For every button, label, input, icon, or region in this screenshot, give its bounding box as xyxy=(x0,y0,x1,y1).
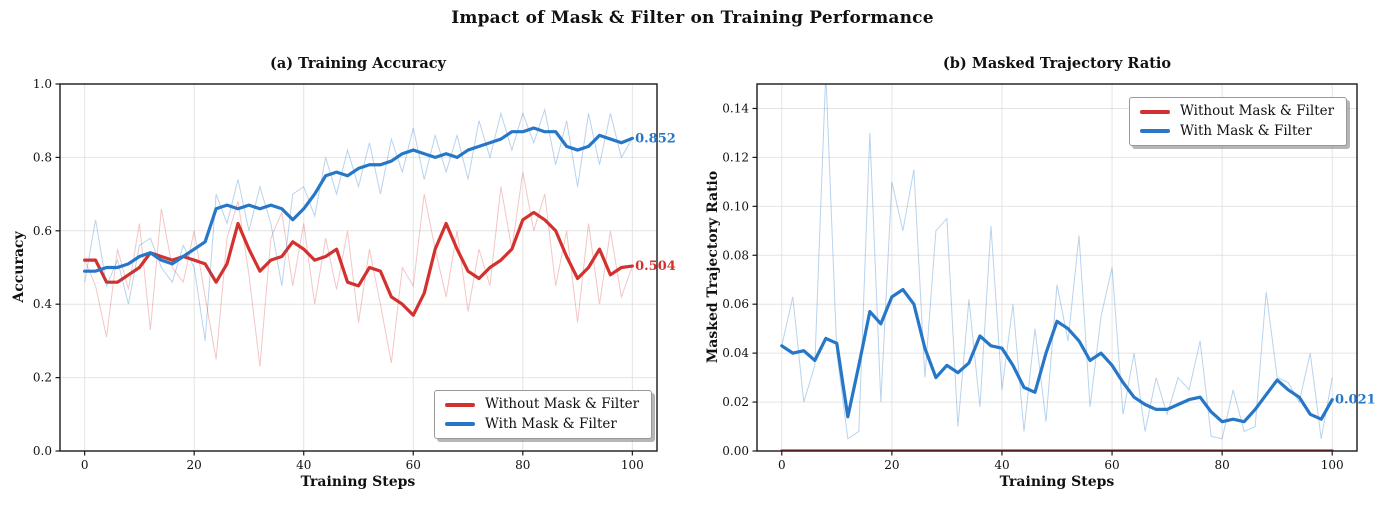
panel-b-title: (b) Masked Trajectory Ratio xyxy=(942,55,1172,72)
panel-a-title: (a) Training Accuracy xyxy=(270,55,446,72)
svg-text:0.10: 0.10 xyxy=(722,199,749,213)
svg-text:80: 80 xyxy=(1214,458,1229,472)
svg-text:60: 60 xyxy=(1104,458,1119,472)
panel-a-legend: Without Mask & Filter With Mask & Filter xyxy=(434,390,653,439)
svg-text:40: 40 xyxy=(296,458,311,472)
legend-swatch-with-mask xyxy=(445,422,475,427)
svg-text:100: 100 xyxy=(621,458,644,472)
legend-swatch-without-mask xyxy=(445,402,475,407)
svg-text:60: 60 xyxy=(406,458,421,472)
svg-text:1.0: 1.0 xyxy=(33,77,52,91)
svg-text:80: 80 xyxy=(515,458,530,472)
svg-text:0.4: 0.4 xyxy=(33,297,52,311)
svg-text:0.2: 0.2 xyxy=(33,371,52,385)
svg-text:0: 0 xyxy=(81,458,89,472)
svg-text:40: 40 xyxy=(994,458,1009,472)
svg-text:0.06: 0.06 xyxy=(722,297,749,311)
figure-title: Impact of Mask & Filter on Training Perf… xyxy=(451,8,934,28)
legend-swatch-without-mask xyxy=(1140,109,1170,114)
svg-text:0.0: 0.0 xyxy=(33,444,52,458)
svg-text:0.12: 0.12 xyxy=(722,150,749,164)
legend-label: With Mask & Filter xyxy=(485,415,617,432)
svg-text:0.02: 0.02 xyxy=(722,395,749,409)
svg-text:0.504: 0.504 xyxy=(635,259,676,274)
legend-label: Without Mask & Filter xyxy=(485,396,640,412)
svg-text:0.08: 0.08 xyxy=(722,248,749,262)
svg-text:20: 20 xyxy=(884,458,899,472)
legend-entry: With Mask & Filter xyxy=(1140,122,1334,139)
legend-entry: With Mask & Filter xyxy=(445,415,639,432)
svg-text:0: 0 xyxy=(778,458,786,472)
legend-entry: Without Mask & Filter xyxy=(1140,103,1335,119)
legend-swatch-with-mask xyxy=(1140,129,1170,134)
svg-text:0.8: 0.8 xyxy=(33,150,52,164)
panel-b-x-axis-label: Training Steps xyxy=(999,474,1115,490)
legend-label: With Mask & Filter xyxy=(1180,122,1312,139)
svg-text:0.852: 0.852 xyxy=(635,131,676,146)
svg-text:0.04: 0.04 xyxy=(722,346,749,360)
svg-text:0.14: 0.14 xyxy=(722,101,749,115)
panel-a-x-axis-label: Training Steps xyxy=(300,474,416,490)
legend-label: Without Mask & Filter xyxy=(1180,103,1335,119)
legend-entry: Without Mask & Filter xyxy=(445,396,640,412)
svg-text:0.00: 0.00 xyxy=(722,444,749,458)
panel-b-legend: Without Mask & Filter With Mask & Filter xyxy=(1129,97,1348,146)
svg-text:100: 100 xyxy=(1321,458,1344,472)
svg-text:20: 20 xyxy=(187,458,202,472)
svg-text:0.021: 0.021 xyxy=(1335,393,1376,408)
svg-text:0.6: 0.6 xyxy=(33,224,52,238)
